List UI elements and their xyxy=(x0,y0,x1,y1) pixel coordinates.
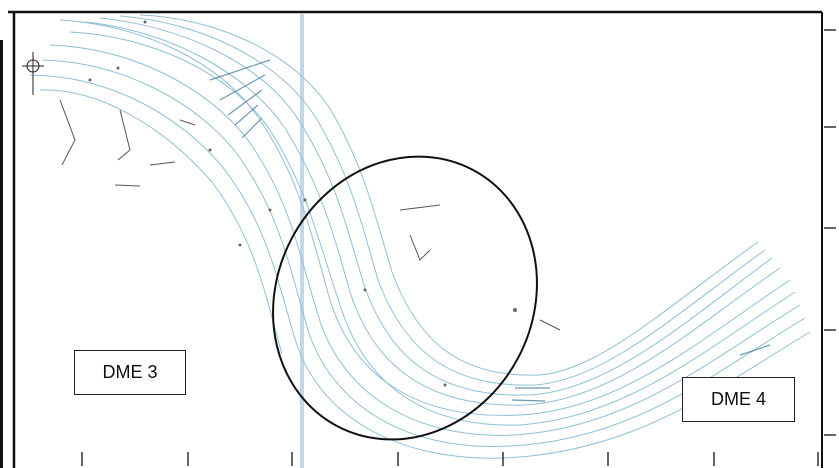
map-frame-border xyxy=(0,10,823,468)
zone-label-dme-4-text: DME 4 xyxy=(710,389,766,409)
north-arrow-icon xyxy=(22,52,44,95)
zone-label-dme-4: DME 4 xyxy=(682,377,795,422)
survey-annotations xyxy=(59,99,561,331)
survey-points xyxy=(88,20,517,387)
zone-label-dme-3: DME 3 xyxy=(74,350,186,395)
highlight-ellipse xyxy=(272,155,538,441)
contour-accents xyxy=(209,59,771,402)
zone-label-dme-3-text: DME 3 xyxy=(102,362,158,382)
right-ticks xyxy=(824,29,836,436)
contour-lines xyxy=(29,14,811,459)
bottom-ticks xyxy=(81,452,819,466)
